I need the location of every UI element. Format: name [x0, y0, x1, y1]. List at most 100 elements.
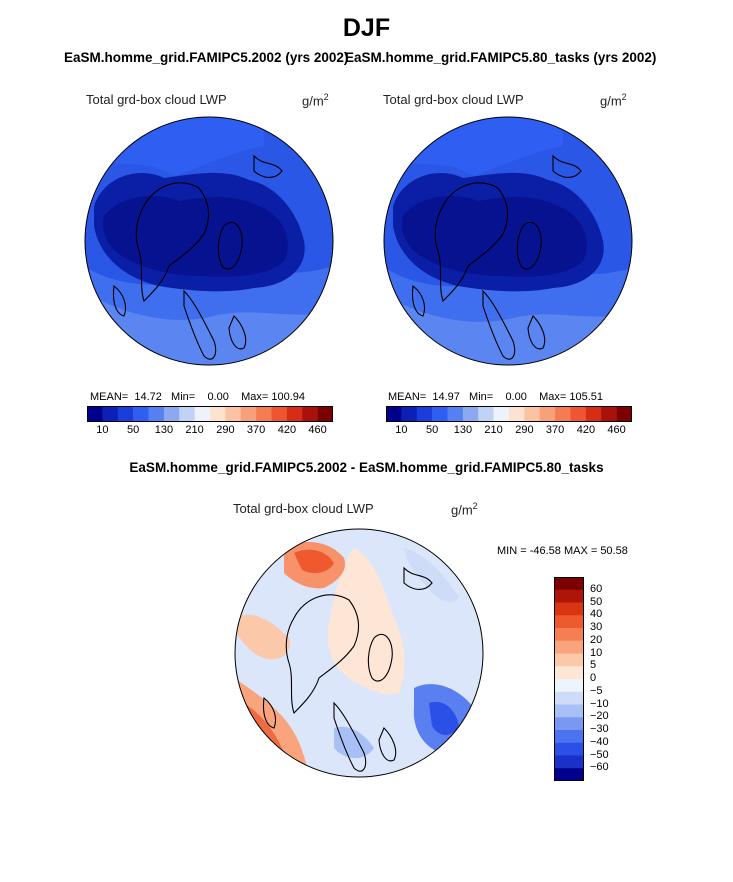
left-colorbar-swatch — [117, 406, 134, 422]
right-colorbar-tick-label: 420 — [576, 424, 596, 436]
diff-map-pos-central — [327, 548, 405, 695]
diff-map-pos-west — [235, 614, 290, 660]
diff-polar-map — [234, 528, 484, 778]
left-colorbar-swatch — [194, 406, 211, 422]
diff-variable-label: Total grd-box cloud LWP — [233, 501, 374, 516]
left-colorbar-tick-label: 460 — [308, 424, 327, 436]
right-map-core-dark — [402, 196, 587, 277]
diff-colorbar — [554, 577, 584, 781]
right-colorbar-tick-label: 210 — [484, 424, 503, 436]
right-colorbar-swatch — [401, 406, 418, 422]
left-colorbar-tick-label: 130 — [154, 424, 174, 436]
left-colorbar-swatch — [240, 406, 257, 422]
left-colorbar-swatch — [256, 406, 272, 422]
diff-colorbar-tick-label: 5 — [590, 659, 597, 672]
diff-colorbar-swatch — [554, 577, 584, 591]
right-colorbar-swatch — [478, 406, 494, 422]
diff-units-base: g/m — [451, 502, 473, 518]
left-colorbar-border — [87, 406, 333, 422]
right-units: g/m2 — [600, 92, 627, 108]
diff-colorbar-swatch — [554, 730, 584, 744]
right-map-boundary — [383, 116, 633, 366]
left-map-band-edge — [85, 291, 333, 365]
right-mean-value: 14.97 — [432, 391, 460, 403]
diff-colorbar-border — [554, 577, 584, 781]
diff-colorbar-tick-label: 10 — [590, 646, 603, 659]
diff-colorbar-swatch — [554, 768, 584, 781]
right-colorbar-swatch — [432, 406, 448, 422]
diff-coastlines — [262, 566, 433, 772]
left-colorbar-tick-label: 10 — [96, 424, 109, 436]
left-polar-map — [84, 116, 334, 366]
diff-colorbar-tick-label: −20 — [590, 710, 609, 723]
right-colorbar-ticks: 10 50 130 210 290 370 420 460 — [386, 424, 632, 438]
diff-panel-title: EaSM.homme_grid.FAMIPC5.2002 - EaSM.homm… — [129, 460, 604, 475]
left-colorbar-ticks: 10 50 130 210 290 370 420 460 — [87, 424, 333, 438]
diff-map-neg-northeast — [404, 548, 459, 603]
right-colorbar-swatch — [447, 406, 464, 422]
right-colorbar-swatch — [555, 406, 571, 422]
right-colorbar-tick-label: 290 — [515, 424, 534, 436]
diff-colorbar-tick-label: −30 — [590, 723, 609, 735]
left-map-core-dark — [103, 196, 288, 277]
diff-map-boundary — [234, 528, 484, 778]
right-colorbar-swatch — [616, 406, 632, 422]
right-colorbar-swatch — [585, 406, 602, 422]
diff-colorbar-tick-label: −10 — [590, 697, 609, 710]
right-mean-label: MEAN= — [388, 391, 427, 403]
diff-colorbar-tick-label: −50 — [590, 748, 609, 761]
left-colorbar-swatch — [317, 406, 333, 422]
left-stats: MEAN= 14.72 Min= 0.00 Max= 100.94 — [90, 391, 305, 403]
left-panel-title: EaSM.homme_grid.FAMIPC5.2002 (yrs 2002) — [64, 50, 349, 65]
right-colorbar-swatch — [524, 406, 541, 422]
left-colorbar-swatch — [225, 406, 242, 422]
right-stats: MEAN= 14.97 Min= 0.00 Max= 105.51 — [388, 391, 603, 403]
right-panel-title: EaSM.homme_grid.FAMIPC5.80_tasks (yrs 20… — [345, 50, 657, 65]
left-colorbar-tick-label: 50 — [126, 424, 140, 436]
right-colorbar-tick-label: 10 — [395, 424, 408, 436]
left-min-label: Min= — [171, 391, 196, 403]
left-colorbar-tick-label: 290 — [216, 424, 235, 436]
left-colorbar-swatch — [179, 406, 195, 422]
diff-map-neg-southeast-core — [429, 701, 459, 735]
diff-colorbar-swatch — [554, 691, 584, 705]
left-colorbar — [87, 406, 333, 422]
left-units-base: g/m — [302, 93, 324, 109]
diff-colorbar-tick-label: −60 — [590, 761, 609, 774]
left-coastlines — [112, 154, 283, 360]
right-min-label: Min= — [469, 391, 494, 403]
diff-colorbar-tick-label: 40 — [590, 608, 603, 621]
diff-colorbar-tick-label: −5 — [590, 684, 603, 697]
right-colorbar-swatch — [416, 406, 433, 422]
page-title: DJF — [342, 14, 391, 42]
left-variable-label: Total grd-box cloud LWP — [86, 92, 227, 107]
left-colorbar-tick-label: 420 — [277, 424, 297, 436]
right-colorbar-swatch — [493, 406, 510, 422]
diff-units-exponent: 2 — [472, 501, 478, 511]
right-colorbar-swatch — [601, 406, 617, 422]
left-max-label: Max= — [241, 391, 269, 403]
right-max-value: 105.51 — [569, 391, 604, 403]
left-colorbar-swatch — [271, 406, 288, 422]
right-min-value: 0.00 — [505, 391, 527, 403]
diff-colorbar-swatch — [554, 615, 584, 629]
diff-colorbar-swatch — [554, 589, 584, 603]
left-min-value: 0.00 — [207, 391, 229, 403]
right-colorbar-tick-label: 130 — [453, 424, 473, 436]
left-map-boundary — [84, 116, 334, 366]
left-colorbar-swatch — [102, 406, 119, 422]
diff-colorbar-swatch — [554, 679, 584, 693]
diff-colorbar-tick-label: 20 — [590, 633, 603, 646]
left-colorbar-swatch — [87, 406, 103, 422]
right-units-base: g/m — [600, 93, 622, 109]
left-units: g/m2 — [302, 92, 329, 108]
diff-colorbar-swatch — [554, 742, 584, 756]
left-colorbar-tick-label: 210 — [185, 424, 204, 436]
diff-colorbar-tick-label: 30 — [590, 621, 603, 633]
right-units-exponent: 2 — [621, 92, 627, 102]
diff-colorbar-ticks: 60 50 40 30 20 10 5 0 −5 −10 −20 −30 −40 −50 −60 — [590, 577, 630, 781]
diff-colorbar-swatch — [554, 653, 584, 667]
left-colorbar-swatch — [148, 406, 165, 422]
right-colorbar-swatch — [539, 406, 556, 422]
diff-map-neg-south — [334, 726, 374, 759]
